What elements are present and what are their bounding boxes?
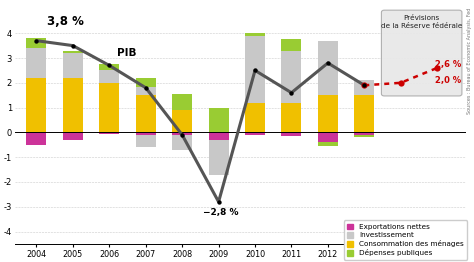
Point bbox=[178, 133, 186, 137]
Bar bbox=[245, 132, 265, 135]
Bar bbox=[136, 78, 156, 86]
Text: 2,0 %: 2,0 % bbox=[435, 76, 462, 85]
Bar bbox=[100, 70, 119, 83]
Bar bbox=[354, 132, 374, 135]
Bar bbox=[282, 39, 301, 51]
Bar bbox=[245, 103, 265, 132]
Bar bbox=[282, 103, 301, 132]
Bar bbox=[63, 51, 83, 53]
Bar bbox=[282, 132, 301, 136]
Bar bbox=[172, 110, 192, 132]
Point bbox=[69, 43, 77, 48]
Bar bbox=[318, 132, 338, 142]
Bar bbox=[245, 36, 265, 103]
Legend: Exportations nettes, Investissement, Consommation des ménages, Dépenses publique: Exportations nettes, Investissement, Con… bbox=[344, 220, 467, 260]
Bar bbox=[136, 95, 156, 132]
Point bbox=[142, 86, 149, 90]
Bar bbox=[100, 132, 119, 134]
Bar bbox=[354, 95, 374, 132]
Text: 2,6 %: 2,6 % bbox=[435, 60, 462, 69]
Point bbox=[33, 39, 40, 43]
Bar bbox=[27, 132, 46, 145]
Bar bbox=[318, 142, 338, 146]
Bar bbox=[318, 41, 338, 95]
Text: 3,8 %: 3,8 % bbox=[47, 15, 84, 28]
Bar bbox=[172, 132, 192, 135]
Point bbox=[361, 83, 368, 88]
Bar bbox=[245, 33, 265, 36]
Bar bbox=[63, 53, 83, 78]
Bar bbox=[209, 132, 228, 140]
Text: −2,8 %: −2,8 % bbox=[203, 208, 238, 217]
Bar bbox=[172, 94, 192, 110]
Point bbox=[288, 91, 295, 95]
Bar bbox=[100, 83, 119, 132]
Bar bbox=[27, 78, 46, 132]
Text: PIB: PIB bbox=[117, 48, 136, 58]
Bar bbox=[209, 140, 228, 174]
Bar bbox=[100, 64, 119, 70]
Bar bbox=[282, 51, 301, 103]
Bar bbox=[63, 132, 83, 140]
Bar bbox=[318, 95, 338, 132]
Bar bbox=[172, 135, 192, 150]
Text: Prévisions
de la Réserve fédérale: Prévisions de la Réserve fédérale bbox=[381, 15, 462, 29]
Bar bbox=[136, 86, 156, 95]
Bar bbox=[209, 108, 228, 145]
Bar bbox=[27, 48, 46, 78]
Point bbox=[324, 61, 332, 65]
Point bbox=[215, 200, 222, 204]
Point bbox=[106, 63, 113, 68]
Bar bbox=[354, 135, 374, 137]
Bar bbox=[354, 80, 374, 95]
Bar bbox=[136, 132, 156, 135]
Bar bbox=[63, 78, 83, 132]
Text: Sources : Bureau of Economic Analysis, Fed: Sources : Bureau of Economic Analysis, F… bbox=[466, 8, 472, 114]
Bar bbox=[27, 38, 46, 48]
Point bbox=[251, 68, 259, 73]
Bar bbox=[136, 135, 156, 147]
Bar bbox=[209, 132, 228, 145]
FancyBboxPatch shape bbox=[382, 10, 462, 96]
